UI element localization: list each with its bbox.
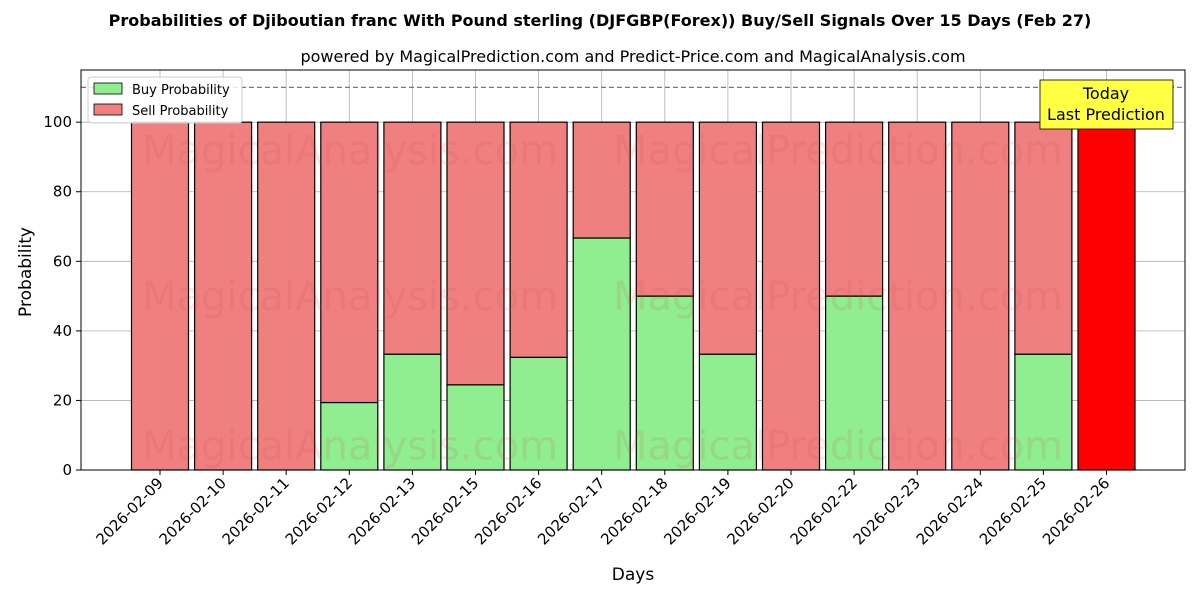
x-tick-label: 2026-02-13 bbox=[345, 474, 419, 548]
watermark-text: MagicalAnalysis.com bbox=[142, 128, 558, 174]
watermark-text: MagicalPrediction.com bbox=[613, 128, 1063, 174]
plot-area-frame bbox=[80, 69, 1186, 471]
bar-buy bbox=[635, 295, 694, 471]
bar-buy bbox=[698, 353, 758, 471]
today-annotation-line1: Today bbox=[1082, 84, 1129, 103]
legend-frame bbox=[87, 76, 243, 124]
bar-sell bbox=[635, 121, 694, 297]
watermark-text: MagicalPrediction.com bbox=[613, 424, 1063, 470]
bar-buy bbox=[572, 237, 631, 471]
x-tick-label: 2026-02-22 bbox=[787, 474, 861, 548]
x-axis-label: Days bbox=[612, 565, 655, 585]
legend-swatch-sell bbox=[93, 103, 123, 116]
y-tick-label: 80 bbox=[53, 183, 72, 201]
x-tick-label: 2026-02-26 bbox=[1039, 474, 1113, 548]
legend: Buy Probability Sell Probability bbox=[87, 76, 243, 124]
x-tick-label: 2026-02-20 bbox=[723, 474, 797, 548]
bar-sell bbox=[698, 121, 758, 355]
bar-sell bbox=[951, 121, 1010, 471]
y-axis-ticks: 0 20 40 60 80 100 bbox=[43, 113, 81, 479]
bar-sell bbox=[824, 121, 884, 297]
today-annotation-line2: Last Prediction bbox=[1047, 105, 1165, 124]
bar-sell bbox=[446, 121, 505, 386]
x-tick-label: 2026-02-23 bbox=[850, 474, 924, 548]
bar-sell bbox=[320, 121, 379, 404]
bar-sell bbox=[257, 121, 316, 471]
x-tick-label: 2026-02-15 bbox=[408, 474, 482, 548]
y-tick-label: 60 bbox=[53, 252, 72, 270]
x-tick-label: 2026-02-16 bbox=[471, 474, 545, 548]
bar-buy bbox=[824, 295, 884, 471]
watermark-text: MagicalAnalysis.com bbox=[142, 424, 558, 470]
x-tick-label: 2026-02-25 bbox=[976, 474, 1050, 548]
legend-label-sell: Sell Probability bbox=[132, 104, 229, 119]
bar-sell-highlight bbox=[1077, 121, 1136, 471]
watermark-layer: MagicalAnalysis.com MagicalPrediction.com… bbox=[142, 128, 1063, 470]
legend-label-buy: Buy Probability bbox=[132, 83, 230, 98]
x-axis-ticks: 2026-02-092026-02-102026-02-112026-02-12… bbox=[92, 470, 1113, 548]
today-annotation-box bbox=[1039, 79, 1174, 130]
watermark-text: MagicalPrediction.com bbox=[613, 274, 1063, 320]
x-tick-label: 2026-02-11 bbox=[219, 474, 293, 548]
x-tick-label: 2026-02-18 bbox=[597, 474, 671, 548]
chart-title: Probabilities of Djiboutian franc With P… bbox=[109, 11, 1092, 30]
y-tick-label: 20 bbox=[53, 391, 72, 409]
y-tick-label: 40 bbox=[53, 322, 72, 340]
bar-sell bbox=[572, 121, 631, 239]
bar-sell bbox=[383, 121, 442, 355]
legend-swatch-buy bbox=[93, 82, 123, 95]
x-tick-label: 2026-02-24 bbox=[913, 474, 987, 548]
y-tick-label: 100 bbox=[43, 113, 72, 131]
x-tick-label: 2026-02-12 bbox=[282, 474, 356, 548]
x-tick-label: 2026-02-10 bbox=[156, 474, 230, 548]
bar-sell bbox=[888, 121, 947, 471]
bar-sell bbox=[509, 121, 568, 358]
bar-buy bbox=[383, 353, 442, 471]
y-tick-label: 0 bbox=[62, 461, 72, 479]
bar-buy bbox=[1014, 353, 1073, 471]
watermark-text: MagicalAnalysis.com bbox=[142, 274, 558, 320]
x-tick-label: 2026-02-19 bbox=[660, 474, 734, 548]
chart-subtitle: powered by MagicalPrediction.com and Pre… bbox=[300, 47, 965, 66]
y-axis-label: Probability bbox=[16, 227, 36, 317]
bar-sell bbox=[761, 121, 821, 471]
bars bbox=[130, 121, 1136, 471]
x-tick-label: 2026-02-09 bbox=[92, 474, 166, 548]
x-tick-label: 2026-02-17 bbox=[534, 474, 608, 548]
bar-sell bbox=[1014, 121, 1073, 355]
today-annotation: Today Last Prediction bbox=[1039, 79, 1174, 130]
